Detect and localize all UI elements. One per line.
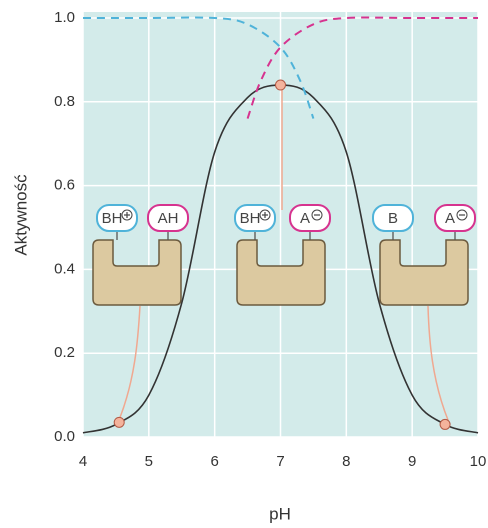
x-tick-label: 5 <box>145 453 153 470</box>
y-tick-label: 0.6 <box>54 177 75 194</box>
connectors <box>118 87 449 421</box>
x-axis-label: pH <box>269 504 291 523</box>
series-line <box>83 16 315 119</box>
connector <box>427 305 449 421</box>
y-tick-label: 0.0 <box>54 428 75 445</box>
group-label: B <box>388 210 398 227</box>
y-tick-label: 1.0 <box>54 9 75 26</box>
group-bubble <box>372 204 414 232</box>
y-tick-label: 0.2 <box>54 344 75 361</box>
x-tick-label: 4 <box>79 453 87 470</box>
enzyme <box>379 239 469 306</box>
y-tick-label: 0.8 <box>54 93 75 110</box>
connector <box>118 305 141 421</box>
enzyme <box>236 239 326 306</box>
group-label: BH <box>102 210 123 227</box>
group-label: A <box>300 210 310 227</box>
group-bubble <box>147 204 189 232</box>
charge-icon <box>456 209 468 221</box>
group-bubble <box>234 204 276 232</box>
x-tick-label: 6 <box>210 453 218 470</box>
group-bubble <box>96 204 138 232</box>
enzyme <box>92 239 182 306</box>
y-axis-label: Aktywność <box>11 174 30 256</box>
x-tick-label: 9 <box>408 453 416 470</box>
x-tick-label: 8 <box>342 453 350 470</box>
group-label: BH <box>240 210 261 227</box>
point-marker <box>439 418 451 430</box>
x-tick-label: 7 <box>276 453 284 470</box>
charge-icon <box>259 209 271 221</box>
charge-icon <box>311 209 323 221</box>
group-label: A <box>445 210 455 227</box>
x-tick-label: 10 <box>470 453 487 470</box>
point-marker <box>275 79 286 91</box>
series-line <box>246 16 478 119</box>
point-marker <box>113 416 125 428</box>
y-tick-label: 0.4 <box>54 260 75 277</box>
group-label: AH <box>158 210 179 227</box>
charge-icon <box>121 209 133 221</box>
